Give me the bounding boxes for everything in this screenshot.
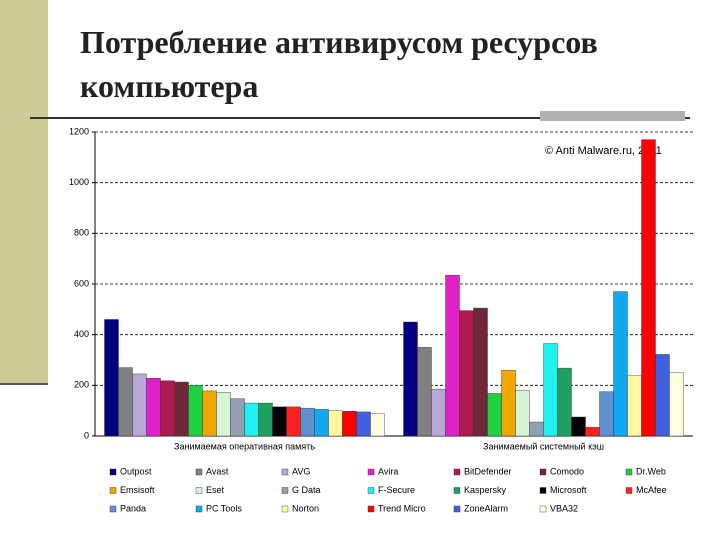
bar	[529, 421, 544, 437]
legend-label: G Data	[292, 485, 321, 495]
bar	[342, 410, 357, 437]
bar	[174, 381, 189, 437]
bar	[230, 398, 245, 437]
y-tick-label: 600	[74, 278, 89, 288]
bar	[571, 416, 586, 437]
legend-label: Outpost	[120, 466, 152, 476]
legend-label: VBA32	[550, 503, 578, 513]
legend-swatch	[367, 505, 375, 513]
bar	[160, 380, 175, 437]
annotation: © Anti Malware.ru, 2011	[545, 145, 662, 157]
legend-label: PC Tools	[206, 503, 242, 513]
bar	[244, 402, 259, 437]
bar	[515, 390, 530, 437]
legend-label: Microsoft	[550, 485, 587, 495]
legend-swatch	[367, 487, 375, 494]
legend-label: Norton	[292, 503, 319, 513]
legend-label: Emsisoft	[120, 485, 155, 495]
bar	[202, 390, 217, 437]
bar	[300, 407, 315, 437]
bar	[431, 388, 446, 437]
bar	[501, 369, 516, 437]
y-tick-label: 200	[74, 380, 89, 390]
bar	[328, 410, 343, 437]
legend-swatch	[539, 487, 547, 494]
legend-label: Dr.Web	[636, 466, 666, 476]
legend-swatch	[195, 487, 203, 494]
bar	[627, 375, 642, 437]
y-tick-label: 800	[74, 228, 89, 238]
bar	[146, 378, 161, 437]
legend-swatch	[109, 505, 117, 513]
bar	[487, 393, 502, 437]
bar	[599, 391, 614, 437]
title-accent	[540, 111, 685, 121]
legend-swatch	[281, 505, 289, 513]
y-tick-label: 0	[84, 430, 89, 440]
legend-swatch	[281, 468, 289, 476]
bar	[258, 402, 273, 437]
legend-label: Eset	[206, 485, 225, 495]
y-tick-label: 1000	[69, 177, 89, 187]
legend-swatch	[281, 487, 289, 494]
bar	[188, 385, 203, 437]
legend-label: Avira	[378, 466, 398, 476]
bar	[543, 343, 558, 437]
bar	[118, 367, 133, 437]
y-tick-label: 400	[74, 329, 89, 339]
legend-swatch	[109, 487, 117, 494]
legend-label: BitDefender	[464, 466, 512, 476]
bar	[286, 406, 301, 437]
bar	[216, 392, 231, 437]
legend-swatch	[453, 487, 461, 494]
bar	[370, 413, 385, 437]
bar	[445, 274, 460, 437]
legend-swatch	[453, 505, 461, 513]
legend-label: Comodo	[550, 466, 584, 476]
legend-swatch	[625, 468, 633, 476]
legend-label: Kaspersky	[464, 485, 507, 495]
legend-label: ZoneAlarm	[464, 503, 508, 513]
bar	[655, 354, 670, 437]
bar	[669, 372, 684, 437]
x-tick-label: Занимаемая оперативная память	[174, 441, 315, 451]
legend-swatch	[109, 468, 117, 476]
legend-swatch	[539, 505, 547, 513]
legend-swatch	[195, 505, 203, 513]
bar	[104, 319, 119, 437]
legend-swatch	[539, 468, 547, 476]
bar	[132, 373, 147, 437]
bar	[314, 409, 329, 437]
legend-label: Avast	[206, 466, 229, 476]
legend-swatch	[453, 468, 461, 476]
bar	[473, 307, 488, 437]
bar	[417, 347, 432, 437]
bar	[585, 426, 600, 437]
legend-label: Trend Micro	[378, 503, 426, 513]
legend-swatch	[367, 468, 375, 476]
slide-title: Потребление антивирусом ресурсов компьют…	[80, 24, 598, 104]
x-tick-label: Занимаемый системный кэш	[483, 441, 604, 451]
side-strip	[0, 0, 48, 384]
bar	[459, 310, 474, 437]
bar	[272, 406, 287, 437]
y-tick-label: 1200	[69, 126, 89, 136]
bar	[613, 291, 628, 437]
bar	[356, 411, 371, 437]
legend-label: F-Secure	[378, 485, 415, 495]
legend-label: AVG	[292, 466, 310, 476]
bar	[641, 139, 656, 437]
bar	[403, 321, 418, 437]
bar	[557, 367, 572, 437]
legend-label: Panda	[120, 503, 146, 513]
legend-label: McAfee	[636, 485, 667, 495]
legend-swatch	[195, 468, 203, 476]
legend-swatch	[625, 487, 633, 494]
